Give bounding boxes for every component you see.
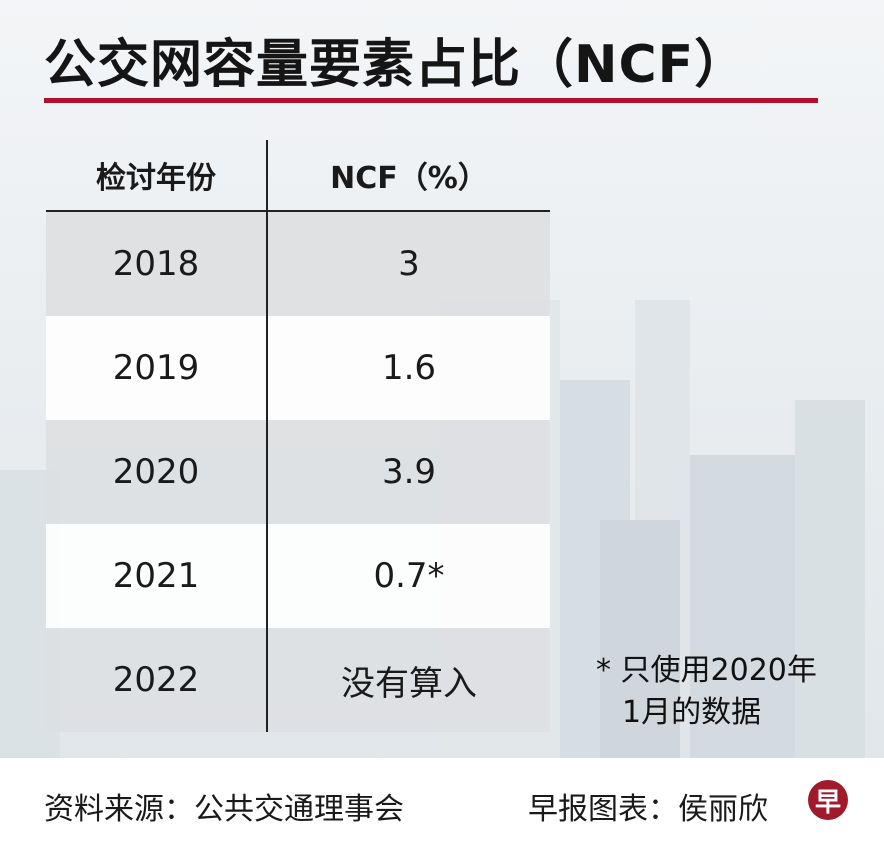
cell-year: 2019 bbox=[46, 316, 268, 420]
table-row: 2018 3 bbox=[46, 212, 550, 316]
page-title: 公交网容量要素占比（NCF） bbox=[44, 35, 748, 95]
zaobao-logo-icon: 早 bbox=[808, 780, 848, 820]
footnote-line-1: * 只使用2020年 bbox=[596, 653, 817, 688]
table-row: 2022 没有算入 bbox=[46, 628, 550, 732]
table-row: 2020 3.9 bbox=[46, 420, 550, 524]
cell-year: 2018 bbox=[46, 212, 268, 316]
source-text: 资料来源：公共交通理事会 bbox=[44, 792, 404, 827]
table-row: 2021 0.7* bbox=[46, 524, 550, 628]
title-underline bbox=[44, 98, 818, 103]
cell-year: 2021 bbox=[46, 524, 268, 628]
header-ncf: NCF（%） bbox=[330, 161, 488, 196]
table-row: 2019 1.6 bbox=[46, 316, 550, 420]
cell-ncf: 3 bbox=[398, 244, 420, 284]
cell-ncf: 没有算入 bbox=[341, 663, 477, 704]
ncf-table: 检讨年份 NCF（%） 2018 3 2019 1.6 2020 3.9 202… bbox=[46, 140, 550, 732]
cell-ncf: 0.7* bbox=[373, 556, 445, 596]
footnote-line-2: 1月的数据 bbox=[622, 695, 762, 730]
cell-year: 2022 bbox=[46, 628, 268, 732]
cell-ncf: 1.6 bbox=[381, 348, 437, 388]
cell-ncf: 3.9 bbox=[381, 452, 437, 492]
footnote: * 只使用2020年 1月的数据 bbox=[596, 650, 846, 734]
table-header-row: 检讨年份 NCF（%） bbox=[46, 140, 550, 212]
cell-year: 2020 bbox=[46, 420, 268, 524]
header-year: 检讨年份 bbox=[46, 140, 268, 210]
footer-bar: 资料来源：公共交通理事会 早报图表：侯丽欣 早 bbox=[0, 758, 884, 854]
credit-text: 早报图表：侯丽欣 bbox=[528, 792, 768, 827]
